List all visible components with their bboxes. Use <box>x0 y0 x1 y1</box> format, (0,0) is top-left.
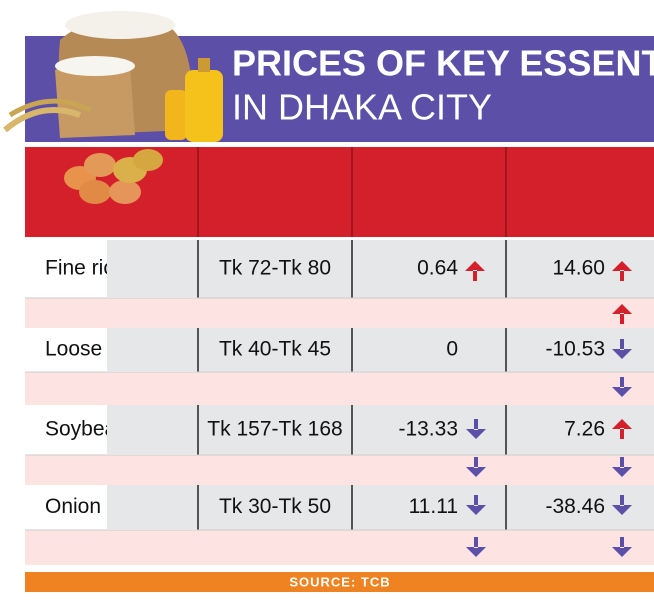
title: PRICES OF KEY ESSENTIALS <box>232 43 654 84</box>
item-name: Soybea <box>45 418 117 441</box>
pink-row <box>25 372 654 405</box>
change-month: 0 <box>446 338 458 361</box>
mask <box>107 405 197 455</box>
pink-row <box>25 298 654 328</box>
trend-arrow <box>612 537 632 557</box>
trend-arrow <box>466 457 486 477</box>
item-name: Loose fl <box>45 338 119 361</box>
trend-arrow <box>612 495 632 515</box>
price-range: Tk 157-Tk 168 <box>207 418 342 441</box>
pink-row <box>25 530 654 565</box>
trend-arrow <box>465 261 485 281</box>
trend-arrow <box>612 261 632 281</box>
source: SOURCE: TCB <box>289 574 390 589</box>
source-bar <box>25 572 654 592</box>
item-name: Fine ric <box>45 257 114 280</box>
subtitle: IN DHAKA CITY <box>232 87 492 128</box>
pink-row <box>25 455 654 485</box>
trend-arrow <box>466 495 486 515</box>
trend-arrow <box>466 419 486 439</box>
change-month: -13.33 <box>398 418 458 441</box>
food-illustration <box>3 11 223 204</box>
change-month: 11.11 <box>409 495 458 518</box>
change-year: 7.26 <box>564 418 605 441</box>
trend-arrow <box>612 339 632 359</box>
trend-arrow <box>612 304 632 324</box>
item-name: Onion ( <box>45 495 114 518</box>
mask <box>107 240 197 298</box>
mask <box>107 485 197 530</box>
change-year: -10.53 <box>545 338 605 361</box>
change-year: -38.46 <box>545 495 605 518</box>
price-range: Tk 72-Tk 80 <box>219 257 331 280</box>
trend-arrow <box>612 377 632 397</box>
change-month: 0.64 <box>417 257 458 280</box>
trend-arrow <box>612 419 632 439</box>
price-range: Tk 30-Tk 50 <box>219 495 331 518</box>
change-year: 14.60 <box>552 257 605 280</box>
mask <box>107 328 197 372</box>
trend-arrow <box>466 537 486 557</box>
price-range: Tk 40-Tk 45 <box>219 338 331 361</box>
trend-arrow <box>612 457 632 477</box>
